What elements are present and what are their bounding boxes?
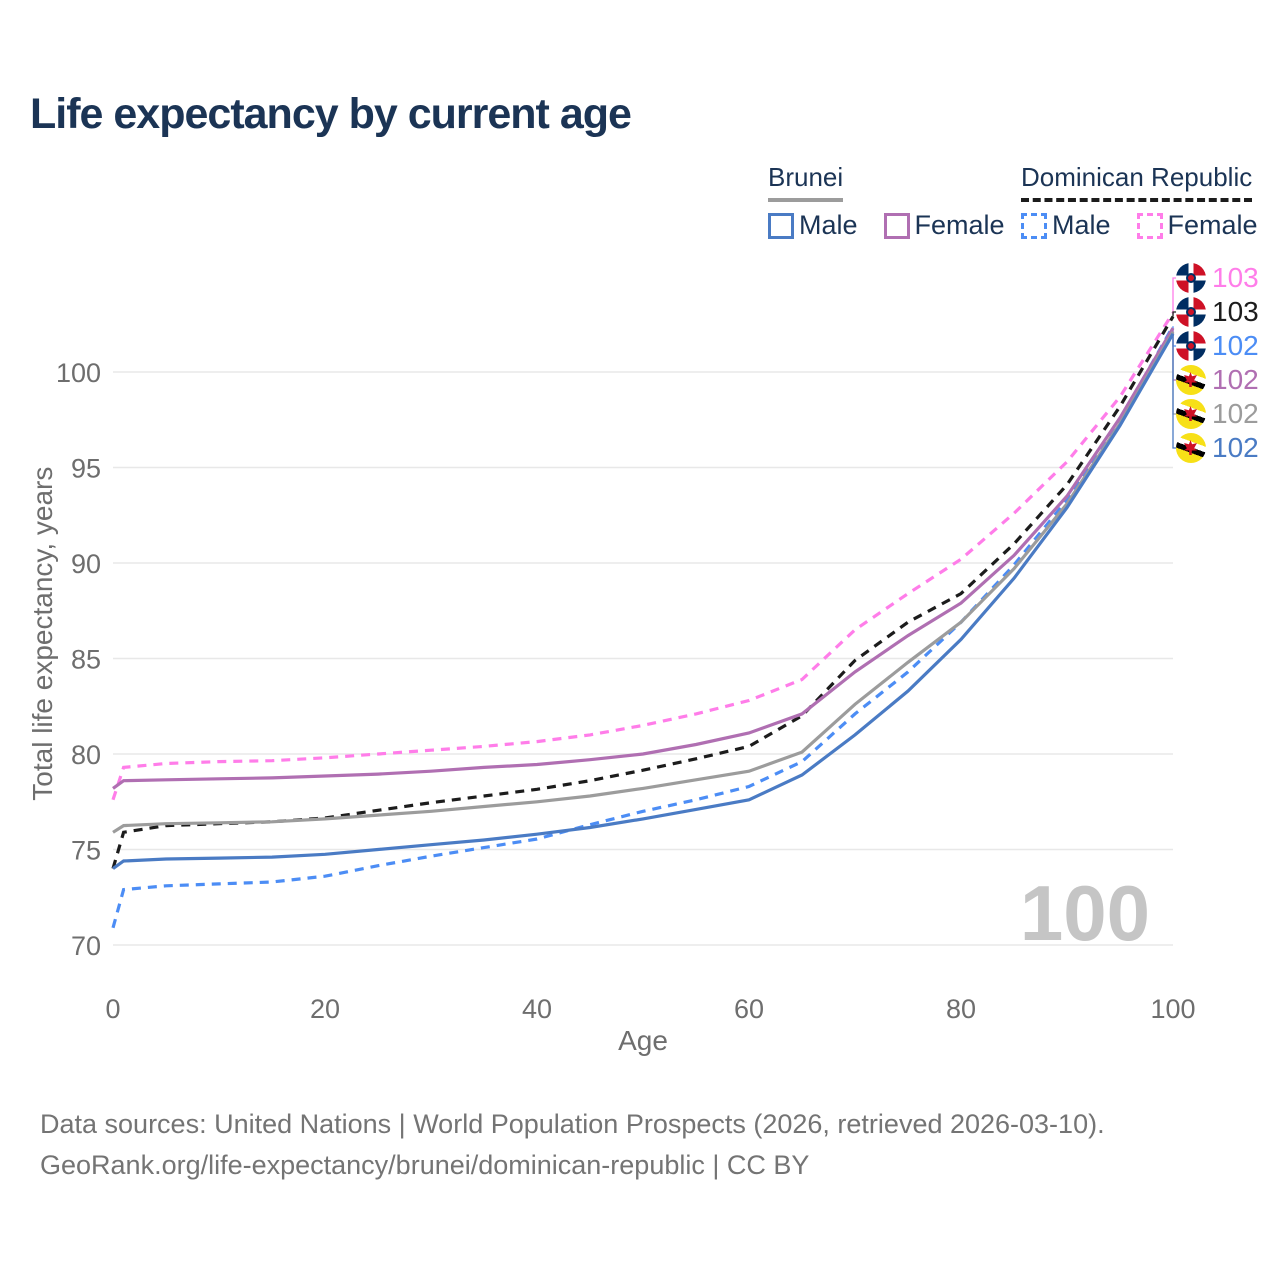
dominican-republic-male-line-swatch (1021, 212, 1047, 239)
legend-item-dominican-republic-female: Female (1136, 210, 1258, 241)
legend-item-brunei-male: Male (768, 210, 858, 241)
series-line-brunei-both (112, 331, 1175, 834)
y-tick-label: 90 (71, 549, 101, 579)
end-label-row: 103 (1176, 295, 1259, 329)
legend-label-dominican-republic-female: Female (1167, 210, 1258, 240)
end-label-row: 103 (1176, 261, 1259, 295)
footer: Data sources: United Nations | World Pop… (40, 1104, 1105, 1186)
legend-group-brunei: Brunei Male Female (768, 162, 1005, 241)
end-label-value: 102 (1212, 398, 1259, 429)
end-label-row: 102 (1176, 397, 1259, 431)
legend-label-dominican-republic-male: Male (1052, 210, 1111, 240)
x-tick-label: 20 (310, 994, 340, 1024)
dominican-republic-flag-icon (1176, 297, 1206, 327)
x-tick-label: 40 (522, 994, 552, 1024)
x-tick-label: 100 (1150, 994, 1195, 1024)
y-tick-label: 85 (71, 645, 101, 675)
dominican-republic-female-line-swatch (1136, 212, 1163, 239)
brunei-female-line-swatch (883, 212, 910, 239)
x-tick-label: 60 (734, 994, 764, 1024)
end-label-value: 102 (1212, 432, 1259, 463)
footer-attribution: GeoRank.org/life-expectancy/brunei/domin… (40, 1150, 810, 1180)
y-tick-label: 95 (71, 454, 101, 484)
y-tick-label: 80 (71, 740, 101, 770)
end-label-value: 102 (1212, 364, 1259, 395)
end-label-value: 103 (1212, 262, 1259, 293)
y-axis-title: Total life expectancy, years (27, 467, 58, 801)
x-tick-label: 80 (946, 994, 976, 1024)
series-line-dominican-republic-female (111, 311, 1175, 801)
brunei-flag-icon (1176, 399, 1206, 429)
dominican-republic-flag-icon (1176, 331, 1206, 361)
brunei-male-line-swatch (768, 212, 794, 239)
end-label-value: 102 (1212, 330, 1259, 361)
brunei-flag-icon (1176, 365, 1206, 395)
legend-title-dominican-republic: Dominican Republic (1021, 162, 1253, 202)
y-tick-label: 75 (71, 836, 101, 866)
y-tick-label: 70 (71, 931, 101, 961)
end-label-row: 102 (1176, 431, 1259, 465)
legend-title-brunei: Brunei (768, 162, 844, 202)
footer-data-sources: Data sources: United Nations | World Pop… (40, 1109, 1105, 1139)
x-tick-label: 0 (105, 994, 120, 1024)
legend-label-brunei-male: Male (799, 210, 858, 240)
age-watermark: 100 (1020, 869, 1150, 957)
series-line-brunei-female (112, 327, 1175, 790)
legend-item-brunei-female: Female (883, 210, 1005, 241)
series-line-brunei-male (112, 332, 1175, 870)
y-tick-label: 100 (56, 358, 101, 388)
end-label-row: 102 (1176, 329, 1259, 363)
legend-item-dominican-republic-male: Male (1021, 210, 1111, 241)
x-axis-title: Age (618, 1025, 668, 1056)
brunei-flag-icon (1176, 433, 1206, 463)
page-title: Life expectancy by current age (30, 90, 632, 138)
series-line-dominican-republic-both (111, 315, 1175, 870)
legend-label-brunei-female: Female (914, 210, 1005, 240)
dominican-republic-flag-icon (1176, 263, 1206, 293)
end-label-value: 103 (1212, 296, 1259, 327)
legend-group-dominican-republic: Dominican Republic Male Female (1021, 162, 1258, 241)
series-line-dominican-republic-male (111, 325, 1175, 929)
end-label-row: 102 (1176, 363, 1259, 397)
